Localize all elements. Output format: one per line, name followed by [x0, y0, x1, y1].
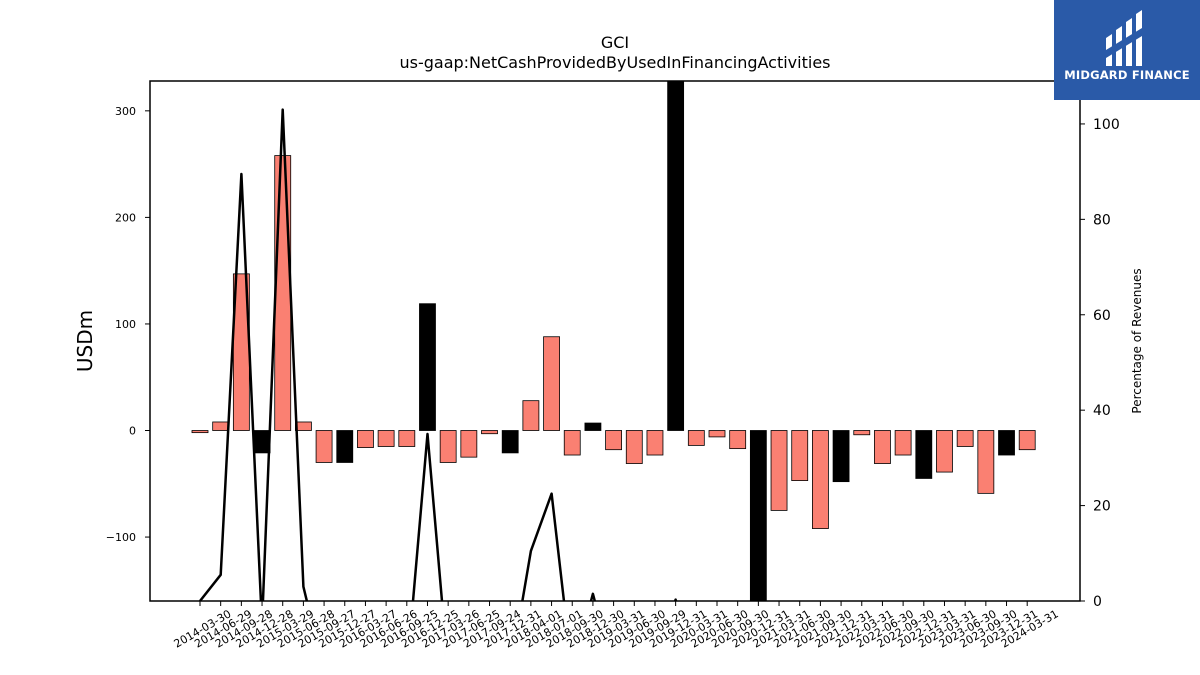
y-axis: −100 0 100 200 300 [106, 105, 150, 544]
bar-2016-09-25 [398, 430, 416, 447]
percentage-line [199, 108, 678, 601]
chart-title: GCI [601, 33, 629, 52]
bar-2017-06-25 [460, 430, 478, 458]
y-tick-label: −100 [106, 531, 136, 544]
bars-layer [191, 80, 1036, 602]
bar-2015-03-29 [274, 155, 292, 431]
plot-frame [149, 80, 1081, 602]
y2-tick-label: 100 [1093, 117, 1120, 133]
bar-2017-03-26 [439, 430, 457, 463]
bar-2022-06-30 [874, 430, 891, 464]
y2-tick-label: 0 [1093, 594, 1102, 610]
bar-2022-03-31 [853, 430, 871, 436]
y2-axis-label: Percentage of Revenues [1130, 268, 1144, 413]
bar-2020-06-30 [708, 430, 726, 438]
y2-tick-label: 80 [1093, 212, 1111, 228]
y-axis-label: USDm [73, 310, 97, 372]
bar-2015-09-27 [315, 430, 333, 463]
bar-2020-03-31 [687, 430, 705, 446]
bar-2021-03-31 [770, 430, 788, 511]
bar-2016-06-26 [377, 430, 395, 447]
bar-2018-09-30 [563, 430, 581, 456]
chart-subtitle: us-gaap:NetCashProvidedByUsedInFinancing… [399, 53, 830, 72]
bar-2014-03-30 [191, 430, 209, 434]
bar-2016-03-27 [357, 430, 374, 448]
y-tick-label: 0 [129, 425, 136, 438]
line-layer [199, 108, 678, 601]
bar-2023-09-30 [977, 430, 995, 494]
bar-2018-12-30 [584, 422, 602, 431]
bar-2019-06-30 [625, 430, 643, 464]
x-axis: 2014-03-302014-06-292014-09-282014-12-28… [172, 601, 1061, 651]
bar-2017-12-31 [501, 430, 519, 454]
y2-tick-label: 40 [1093, 403, 1111, 419]
bar-2022-09-30 [894, 430, 912, 456]
bar-2019-03-31 [605, 430, 622, 451]
y2-axis: 0 20 40 60 80 100 [1080, 117, 1120, 610]
bar-2014-12-28 [253, 430, 271, 454]
bar-2021-12-31 [832, 430, 850, 483]
bar-2015-12-27 [336, 430, 354, 463]
y2-tick-label: 60 [1093, 308, 1111, 324]
logo-text: MIDGARD FINANCE [1064, 68, 1190, 82]
bar-2022-12-31 [915, 430, 933, 479]
bar-2024-03-31 [1018, 430, 1036, 451]
bar-2021-06-30 [791, 430, 809, 481]
bar-2020-12-31 [749, 430, 767, 602]
bar-2017-09-24 [481, 430, 498, 435]
bar-2021-09-30 [812, 430, 829, 529]
bar-2016-12-25 [419, 303, 436, 431]
midgard-logo: MIDGARD FINANCE [1054, 0, 1200, 100]
y-tick-label: 200 [115, 211, 136, 224]
y-tick-label: 100 [115, 318, 136, 331]
bar-2023-03-31 [936, 430, 953, 473]
bar-2019-09-29 [646, 430, 664, 456]
bar-2014-06-29 [212, 421, 230, 431]
bar-2018-04-01 [522, 400, 540, 431]
y-tick-label: 300 [115, 105, 136, 118]
bar-2018-07-01 [543, 336, 560, 431]
y2-tick-label: 20 [1093, 499, 1111, 515]
bar-2023-06-30 [956, 430, 974, 447]
bar-2023-12-31 [998, 430, 1015, 456]
bar-2020-09-30 [729, 430, 747, 450]
midgard-logo-icon [1106, 10, 1142, 66]
bar-2019-12-31 [667, 80, 685, 431]
